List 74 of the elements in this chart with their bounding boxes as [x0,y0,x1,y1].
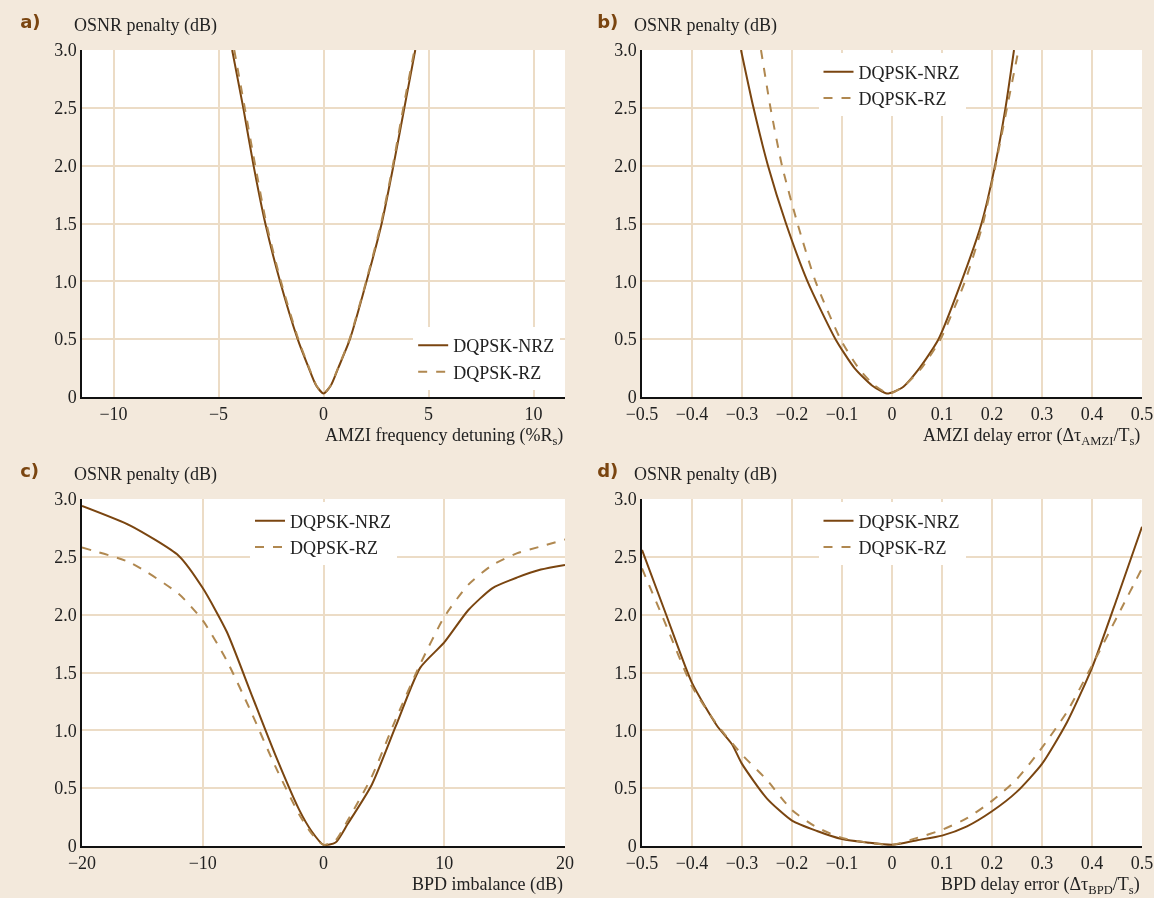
legend-label: DQPSK-NRZ [290,511,392,532]
y-axis-title: OSNR penalty (dB) [634,464,777,485]
legend-label: DQPSK-NRZ [858,62,960,83]
y-tick-label: 2.0 [54,604,77,625]
y-tick-label: 2.0 [54,155,77,176]
x-tick-label: −0.3 [725,853,759,874]
x-axis-title: AMZI delay error (Δτ$_{AMZI}$/T$_{s}$) [923,425,1141,448]
y-tick-label: 3.0 [54,489,77,510]
y-tick-label: 0.5 [54,329,77,350]
y-tick-label: 3.0 [54,40,77,61]
y-axis-title: OSNR penalty (dB) [74,464,217,485]
x-tick-label: 0.5 [1130,853,1154,874]
chart-title: b) [597,11,619,33]
x-tick-label: −0.4 [675,404,709,425]
x-tick-label: 0.4 [1080,853,1104,874]
x-tick-label: 0 [887,404,897,425]
y-axis-title: OSNR penalty (dB) [634,15,777,36]
x-tick-label: −0.1 [825,404,859,425]
x-tick-label: 20 [556,853,574,874]
x-tick-label: −5 [208,404,229,425]
y-tick-label: 2.0 [614,155,637,176]
y-tick-label: 3.0 [614,489,637,510]
y-tick-label: 1.5 [614,662,637,683]
legend-label: DQPSK-RZ [290,538,379,559]
x-axis-title: AMZI frequency detuning (%R$_{s}$) [325,425,564,448]
legend-label: DQPSK-NRZ [453,336,555,357]
y-tick-label: 2.5 [54,98,77,119]
y-tick-label: 1.0 [614,271,637,292]
y-tick-label: 1.5 [54,213,77,234]
x-axis-title: BPD delay error (Δτ$_{BPD}$/T$_{s}$) [941,874,1140,897]
y-tick-label: 0.5 [614,778,637,799]
x-tick-label: 10 [524,404,543,425]
legend-label: DQPSK-RZ [858,89,947,110]
chart-title: d) [597,460,619,482]
x-tick-label: −0.2 [775,853,809,874]
y-tick-label: 2.5 [54,547,77,568]
x-tick-label: −0.3 [725,404,759,425]
x-tick-label: 0.3 [1030,853,1054,874]
x-tick-label: 10 [435,853,454,874]
y-tick-label: 2.0 [614,604,637,625]
chart-title: a) [20,11,41,33]
x-tick-label: 0.4 [1080,404,1104,425]
y-tick-label: 1.5 [54,662,77,683]
y-tick-label: 1.0 [614,720,637,741]
x-tick-label: 0 [887,853,897,874]
y-tick-label: 0.5 [54,778,77,799]
legend-label: DQPSK-RZ [453,362,542,383]
x-tick-label: 0.1 [930,404,954,425]
legend-label: DQPSK-RZ [858,538,947,559]
chart-title: c) [20,460,40,482]
y-axis-title: OSNR penalty (dB) [74,15,217,36]
y-tick-label: 1.0 [54,720,77,741]
x-tick-label: −0.2 [775,404,809,425]
x-axis-title: BPD imbalance (dB) [412,874,563,895]
y-tick-label: 0.5 [614,329,637,350]
y-tick-label: 2.5 [614,547,637,568]
x-tick-label: −10 [188,853,217,874]
x-tick-label: 0.3 [1030,404,1054,425]
y-tick-label: 3.0 [614,40,637,61]
x-tick-label: −0.1 [825,853,859,874]
x-tick-label: 5 [424,404,433,425]
y-tick-label: 0 [67,387,77,408]
x-tick-label: 0 [319,404,328,425]
x-tick-label: 0 [319,853,328,874]
y-tick-label: 1.0 [54,271,77,292]
y-tick-label: 1.5 [614,213,637,234]
x-tick-label: 0.2 [980,853,1004,874]
legend-label: DQPSK-NRZ [858,511,960,532]
x-tick-label: 0.2 [980,404,1004,425]
x-tick-label: 0.1 [930,853,954,874]
y-tick-label: 2.5 [614,98,637,119]
x-tick-label: −10 [99,404,128,425]
x-tick-label: 0.5 [1130,404,1154,425]
x-tick-label: −0.4 [675,853,709,874]
